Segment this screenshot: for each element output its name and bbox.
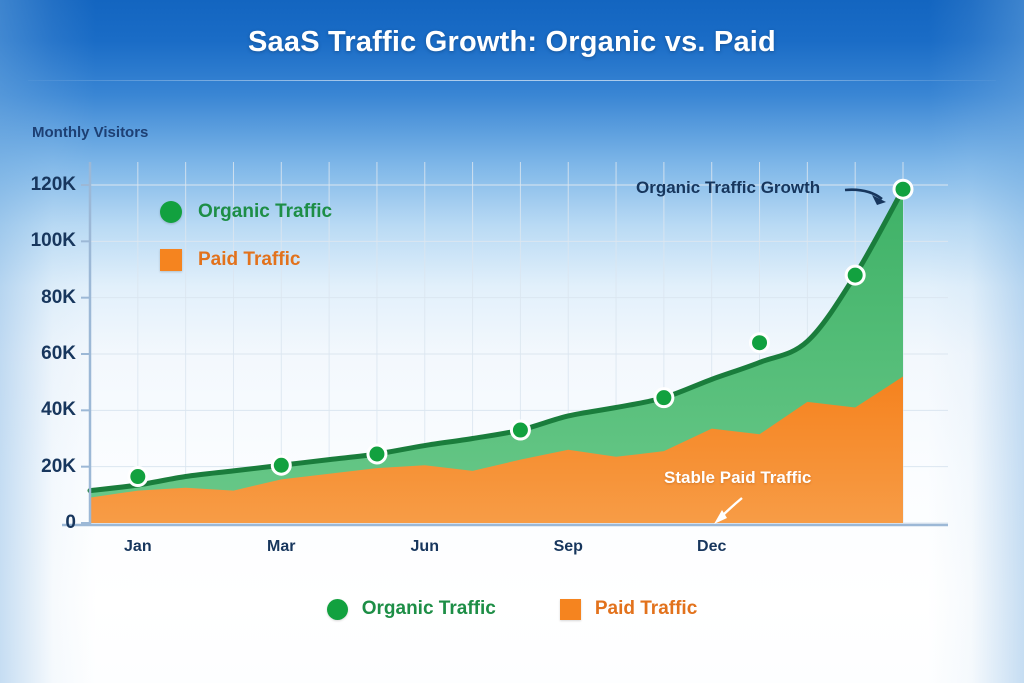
organic-line [87,186,906,494]
inner-legend: Organic Traffic Paid Traffic [160,196,332,292]
inner-legend-item-paid[interactable]: Paid Traffic [160,244,332,276]
data-point-marker[interactable] [509,419,531,441]
data-point-marker[interactable] [366,443,388,465]
inner-legend-item-organic[interactable]: Organic Traffic [160,196,332,228]
data-point-marker[interactable] [270,454,292,476]
orange-square-icon [160,249,182,271]
bottom-legend-item-organic[interactable]: Organic Traffic [326,598,496,620]
x-axis-tick-label: Dec [697,538,727,555]
bottom-legend-item-paid[interactable]: Paid Traffic [559,598,698,620]
annotation-arrows [714,188,886,524]
data-point-marker[interactable] [749,332,771,354]
x-axis-tick-label: Jan [124,538,152,555]
x-axis-tick-label: Mar [267,538,296,555]
x-axis-tick-label: Sep [553,538,583,555]
series-markers [127,178,914,488]
data-point-marker[interactable] [892,178,914,200]
y-axis-tick-label: 120K [30,174,76,195]
paid-arrow-head [714,510,727,524]
page-title: SaaS Traffic Growth: Organic vs. Paid [248,26,776,58]
y-axis-tick-label: 60K [41,343,76,364]
y-axis-tick-label: 80K [41,286,76,308]
axis-lines [62,162,948,527]
series-areas [87,186,906,523]
title-divider [28,80,996,81]
orange-square-icon [559,598,581,620]
annotation-stable-paid: Stable Paid Traffic [664,468,812,487]
bottom-legend: Organic Traffic Paid Traffic [0,598,1024,620]
x-axis-tick-label: Jun [410,538,439,555]
green-circle-icon [326,598,348,620]
organic-arrow-head [872,195,886,205]
y-axis-tick-label: 20K [41,455,76,477]
y-axis-tick-label: 100K [30,230,76,252]
bottom-legend-organic-label: Organic Traffic [361,598,496,619]
inner-legend-paid-label: Paid Traffic [198,249,301,270]
y-axis-title: Monthly Visitors [32,124,149,141]
organic-arrow-shaft [844,188,883,201]
green-circle-icon [160,201,182,223]
bottom-legend-paid-label: Paid Traffic [594,598,698,619]
paid-area [90,376,903,523]
y-axis-tick-label: 0 [65,512,76,533]
data-point-marker[interactable] [653,387,675,409]
inner-legend-organic-label: Organic Traffic [198,201,333,222]
data-point-marker[interactable] [844,264,866,286]
data-point-marker[interactable] [127,466,149,488]
y-axis-tick-label: 40K [41,399,76,421]
annotation-organic-growth: Organic Traffic Growth [636,178,821,197]
